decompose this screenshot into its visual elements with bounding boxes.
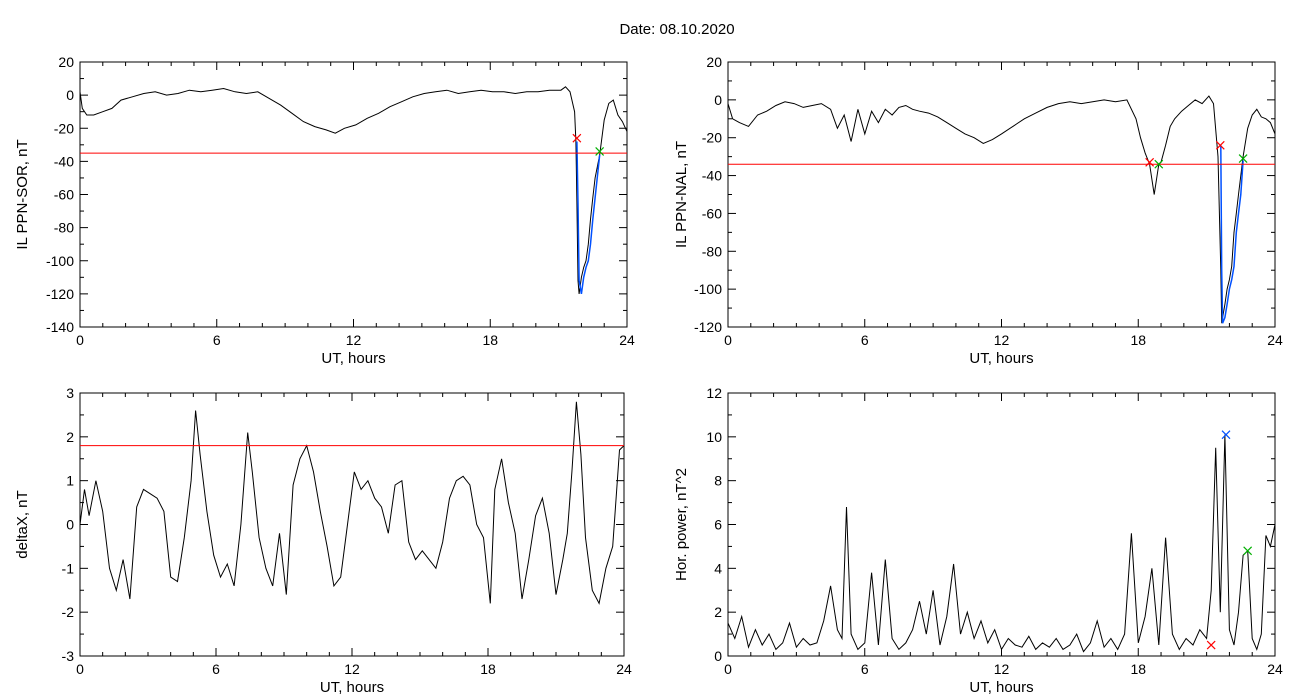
x-tick-label: 18	[1130, 661, 1146, 677]
x-tick-label: 12	[344, 661, 360, 677]
y-tick-label: 20	[58, 54, 74, 70]
series-line	[727, 434, 1276, 653]
marker-start	[1215, 140, 1225, 150]
x-tick-label: 18	[1130, 332, 1146, 348]
event-highlight-line	[1220, 145, 1244, 324]
x-tick-label: 24	[616, 661, 632, 677]
y-tick-label: -140	[46, 319, 74, 335]
x-tick-label: 0	[76, 332, 84, 348]
x-axis-label: UT, hours	[969, 350, 1033, 367]
marker-stroke	[1243, 546, 1253, 556]
y-tick-label: -120	[46, 286, 74, 302]
y-tick-label: 4	[714, 560, 722, 576]
marker-stroke	[1154, 159, 1164, 169]
series-line	[79, 401, 625, 605]
marker-start	[1206, 640, 1216, 650]
y-tick-label: 2	[66, 429, 74, 445]
y-axis-label: IL PPN-NAL, nT	[673, 141, 690, 248]
y-tick-label: 20	[706, 54, 722, 70]
x-tick-label: 18	[480, 661, 496, 677]
y-tick-label: 0	[66, 517, 74, 533]
plot-frame	[79, 392, 625, 657]
y-tick-label: -20	[54, 120, 74, 136]
marker-stroke	[1206, 640, 1216, 650]
x-tick-label: 24	[619, 332, 635, 348]
x-axis-label: UT, hours	[321, 350, 385, 367]
x-tick-label: 6	[212, 661, 220, 677]
y-tick-label: -100	[46, 253, 74, 269]
marker-stroke	[595, 147, 605, 156]
y-tick-label: -1	[62, 560, 75, 576]
x-tick-label: 24	[1267, 332, 1283, 348]
marker-peak	[1221, 430, 1231, 440]
marker-start	[1145, 157, 1155, 167]
y-tick-label: -3	[62, 648, 75, 664]
y-tick-label: 8	[714, 473, 722, 489]
y-tick-label: 2	[714, 604, 722, 620]
x-tick-label: 6	[213, 332, 221, 348]
x-tick-label: 0	[724, 661, 732, 677]
y-axis-label: Hor. power, nT^2	[673, 468, 690, 581]
plot-frame	[727, 392, 1276, 657]
x-tick-label: 6	[861, 661, 869, 677]
figure-title: Date: 08.10.2020	[619, 21, 734, 38]
series-line	[79, 86, 628, 294]
y-tick-label: 12	[706, 385, 722, 401]
x-tick-label: 0	[76, 661, 84, 677]
x-tick-label: 0	[724, 332, 732, 348]
x-tick-label: 6	[861, 332, 869, 348]
y-tick-label: -2	[62, 604, 75, 620]
x-axis-label: UT, hours	[320, 679, 384, 696]
series-line	[727, 95, 1276, 324]
y-tick-label: -60	[702, 205, 722, 221]
y-tick-label: -80	[54, 220, 74, 236]
marker-stroke	[1221, 430, 1231, 440]
y-tick-label: 10	[706, 429, 722, 445]
x-tick-label: 18	[482, 332, 498, 348]
y-tick-label: 0	[714, 92, 722, 108]
x-tick-label: 12	[994, 661, 1010, 677]
chart-panel-1: 0 6 12 18 24 -140 -120 -100 -80 -60 -40 -20 0 20 UT, h…	[14, 54, 635, 367]
y-axis-label: IL PPN-SOR, nT	[14, 139, 31, 249]
event-highlight-line	[576, 141, 601, 295]
marker-stroke	[1215, 140, 1225, 150]
marker-end	[595, 147, 605, 156]
x-tick-label: 12	[346, 332, 362, 348]
y-tick-label: -20	[702, 130, 722, 146]
y-tick-label: -60	[54, 187, 74, 203]
y-tick-label: 0	[714, 648, 722, 664]
x-tick-label: 24	[1267, 661, 1283, 677]
y-tick-label: -80	[702, 243, 722, 259]
marker-end	[1238, 154, 1248, 163]
y-tick-label: 0	[66, 87, 74, 103]
marker-start	[572, 133, 582, 143]
x-tick-label: 12	[994, 332, 1010, 348]
marker-stroke	[1238, 154, 1248, 163]
marker-stroke	[572, 133, 582, 143]
y-tick-label: 3	[66, 385, 74, 401]
y-tick-label: -40	[54, 153, 74, 169]
y-tick-label: -120	[694, 319, 722, 335]
chart-panel-2: 0 6 12 18 24 -120 -100 -80 -60 -40 -20 0 20 UT, hours…	[673, 54, 1283, 367]
y-tick-label: -40	[702, 168, 722, 184]
plot-frame	[79, 61, 628, 328]
y-tick-label: 1	[66, 473, 74, 489]
x-axis-label: UT, hours	[969, 679, 1033, 696]
y-tick-label: 6	[714, 517, 722, 533]
y-tick-label: -100	[694, 281, 722, 297]
marker-end	[1154, 159, 1164, 169]
y-axis-label: deltaX, nT	[14, 490, 31, 558]
marker-stroke	[1145, 157, 1155, 167]
marker-end	[1243, 546, 1253, 556]
